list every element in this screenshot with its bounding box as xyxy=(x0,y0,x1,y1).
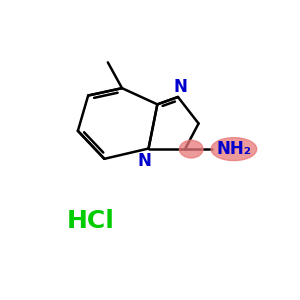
Ellipse shape xyxy=(211,138,257,161)
Text: N: N xyxy=(137,152,151,170)
Text: NH₂: NH₂ xyxy=(216,140,251,158)
Text: N: N xyxy=(173,78,187,96)
Ellipse shape xyxy=(179,140,203,158)
Text: HCl: HCl xyxy=(67,209,115,233)
